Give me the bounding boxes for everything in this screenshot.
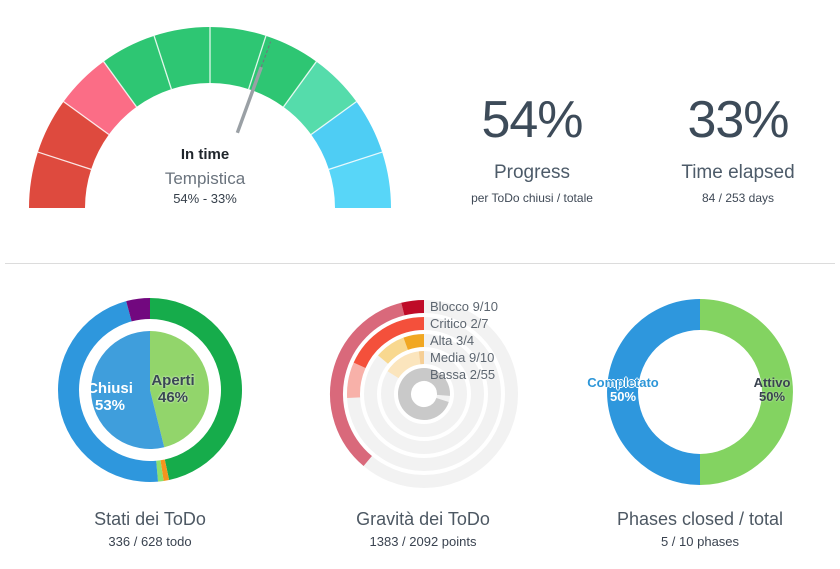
stat-time-elapsed: 33% Time elapsed 84 / 253 days xyxy=(632,90,840,206)
pie-slice-chiusi[interactable] xyxy=(91,331,165,449)
ring-segment-purple[interactable] xyxy=(126,298,150,322)
gauge-status-label: In time xyxy=(180,146,230,163)
ring-arc-bassa-0[interactable] xyxy=(398,368,450,420)
gauge-segment-3[interactable] xyxy=(103,35,172,107)
gauge-needle-1 xyxy=(260,41,272,68)
completato-name: Completato xyxy=(587,375,659,390)
ring-segment-light-green[interactable] xyxy=(156,460,164,482)
attivo-name: Attivo xyxy=(753,375,791,390)
aperti-name: Aperti xyxy=(151,372,195,389)
gauge-divider xyxy=(37,151,92,170)
todo-states-chart[interactable] xyxy=(50,290,250,490)
gauge-segment-7[interactable] xyxy=(283,61,357,135)
gauge-divider xyxy=(248,35,267,90)
time-elapsed-sublabel: 84 / 253 days xyxy=(701,191,775,205)
legend-item-alta[interactable]: Alta 3/4 xyxy=(430,333,475,348)
legend-item-bassa[interactable]: Bassa 2/55 xyxy=(430,367,496,382)
ring-arc-media-0[interactable] xyxy=(387,351,421,379)
tempistica-gauge-widget: In time Tempistica 54% - 33% xyxy=(20,18,400,228)
gauge-divider xyxy=(310,101,357,136)
time-elapsed-label: Time elapsed xyxy=(681,162,795,183)
todo-states-subtitle: 336 / 628 todo xyxy=(108,534,192,549)
donut-slice-completato[interactable] xyxy=(607,299,700,485)
gauge-divider xyxy=(103,61,138,108)
progress-label: Progress xyxy=(493,162,571,183)
attivo-pct: 50% xyxy=(758,389,786,404)
severity-chart[interactable] xyxy=(324,294,524,494)
gauge-segment-8[interactable] xyxy=(311,101,383,170)
legend-item-blocco[interactable]: Blocco 9/10 xyxy=(430,299,498,314)
chiusi-slice-label[interactable]: Chiusi 53% xyxy=(60,380,160,414)
section-divider xyxy=(5,263,835,264)
ring-arc-alta-0[interactable] xyxy=(378,337,409,365)
gauge-segment-2[interactable] xyxy=(63,61,137,135)
gauge-segment-0[interactable] xyxy=(29,152,92,208)
gauge-range-label: 54% - 33% xyxy=(173,191,237,206)
pie-slice-aperti[interactable] xyxy=(150,331,209,448)
attivo-slice-label[interactable]: Attivo 50% xyxy=(712,376,832,404)
aperti-slice-label[interactable]: Aperti 46% xyxy=(123,372,223,406)
phases-subtitle: 5 / 10 phases xyxy=(660,534,740,549)
todo-states-title: Stati dei ToDo xyxy=(94,509,206,529)
phases-chart[interactable] xyxy=(600,292,800,492)
ring-segment-green[interactable] xyxy=(150,298,243,480)
gauge-divider xyxy=(328,151,383,170)
gauge-title: Tempistica xyxy=(164,169,246,188)
chiusi-name: Chiusi xyxy=(87,380,133,397)
severity-title: Gravità dei ToDo xyxy=(356,509,490,529)
ring-segment-orange[interactable] xyxy=(160,459,170,481)
tempistica-gauge-chart[interactable] xyxy=(20,18,400,218)
gauge-segment-9[interactable] xyxy=(328,152,391,208)
gauge-segment-1[interactable] xyxy=(37,101,109,170)
gauge-divider xyxy=(63,101,110,136)
completato-slice-label[interactable]: Completato 50% xyxy=(558,376,688,404)
legend-item-media[interactable]: Media 9/10 xyxy=(430,350,495,365)
ring-arc-critico-0[interactable] xyxy=(347,362,366,399)
severity-subtitle: 1383 / 2092 points xyxy=(369,534,477,549)
ring-arc-blocco-1[interactable] xyxy=(401,300,425,316)
legend-item-critico[interactable]: Critico 2/7 xyxy=(430,316,489,331)
gauge-divider xyxy=(153,35,172,90)
gauge-segment-5[interactable] xyxy=(210,27,266,90)
time-elapsed-value: 33% xyxy=(687,91,789,149)
progress-value: 54% xyxy=(481,91,583,149)
gauge-segment-4[interactable] xyxy=(154,27,210,90)
gauge-segment-6[interactable] xyxy=(248,35,317,107)
phases-title: Phases closed / total xyxy=(616,509,784,529)
donut-slice-attivo[interactable] xyxy=(700,299,793,485)
ring-segment-blue[interactable] xyxy=(57,301,159,482)
completato-pct: 50% xyxy=(609,389,637,404)
gauge-needle-0 xyxy=(235,66,263,134)
gauge-divider xyxy=(282,61,317,108)
ring-arc-alta-1[interactable] xyxy=(403,334,425,350)
aperti-pct: 46% xyxy=(157,389,189,406)
progress-sublabel: per ToDo chiusi / totale xyxy=(471,191,593,205)
stat-progress: 54% Progress per ToDo chiusi / totale xyxy=(425,90,639,206)
chiusi-pct: 53% xyxy=(94,397,126,414)
ring-arc-critico-1[interactable] xyxy=(353,317,425,369)
ring-arc-blocco-0[interactable] xyxy=(330,302,405,467)
